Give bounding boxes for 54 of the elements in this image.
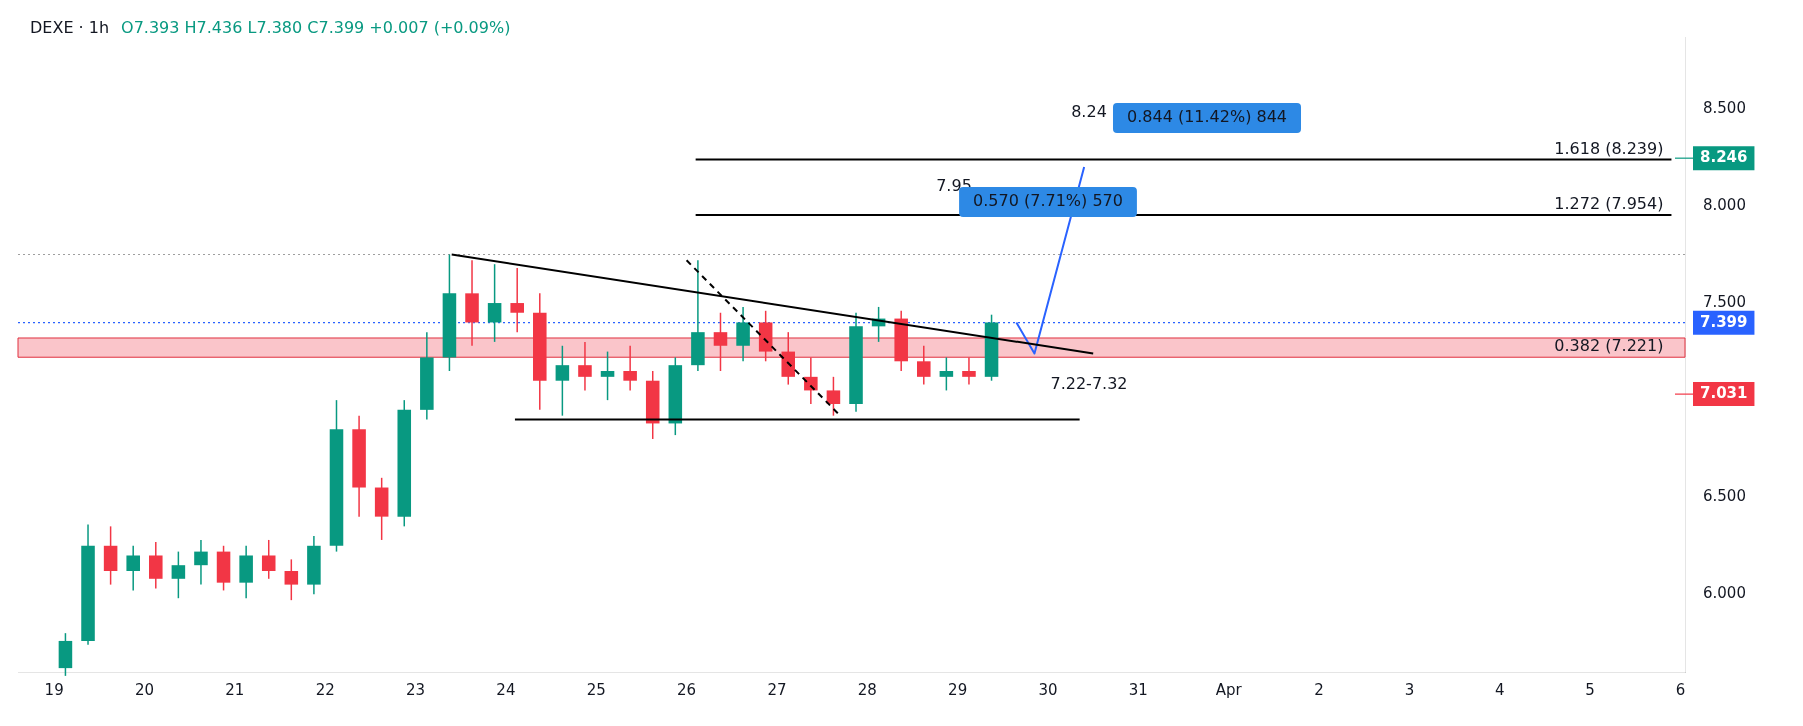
x-tick-label: 20: [134, 680, 155, 699]
x-tick-label: 28: [857, 680, 877, 699]
candlestick: [510, 267, 524, 333]
candlestick: [826, 376, 841, 417]
x-tick-label: 25: [586, 680, 606, 699]
annotation: 8.24: [1071, 102, 1107, 122]
candlestick: [284, 558, 299, 601]
x-tick-label: 2: [1314, 680, 1324, 699]
x-tick-label: 23: [406, 680, 426, 699]
candlestick: [555, 345, 570, 417]
annotation: 0.570 (7.71%) 570: [973, 191, 1123, 211]
candlestick: [194, 539, 208, 586]
x-tick-label: 22: [315, 680, 335, 699]
x-tick-label: 3: [1404, 680, 1415, 699]
candlestick: [487, 263, 502, 343]
y-tick-label: 7.500: [1703, 292, 1746, 311]
candlestick: [713, 312, 728, 372]
y-tick-label: 8.500: [1703, 98, 1746, 117]
x-tick-label: 4: [1495, 680, 1505, 699]
candlestick: [261, 539, 276, 580]
candlestick: [126, 545, 140, 592]
x-tick-label: 26: [677, 680, 697, 699]
chart-title: DEXE · 1h: [30, 18, 110, 37]
annotation: 0.844 (11.42%) 844: [1126, 107, 1288, 127]
annotation: 7.22-7.32: [1050, 374, 1128, 394]
y-tick-label: 8.000: [1703, 195, 1746, 214]
x-tick-label: 5: [1585, 680, 1595, 699]
y-tick-label: 6.000: [1703, 584, 1746, 603]
x-tick-label: Apr: [1215, 680, 1243, 699]
ref-line-label: 7.031: [1700, 384, 1748, 403]
candlestick: [917, 345, 931, 386]
candlestick: [149, 541, 163, 590]
candlestick: [962, 356, 976, 386]
y-tick-label: 6.500: [1703, 487, 1746, 506]
annotation: 0.382 (7.221): [1554, 336, 1664, 356]
x-tick-label: 29: [948, 680, 968, 699]
x-tick-label: 24: [496, 680, 516, 699]
chart-subtitle: O7.393 H7.436 L7.380 C7.399 +0.007 (+0.09%): [121, 18, 511, 37]
candlestick: [736, 306, 750, 363]
x-tick-label: 30: [1038, 680, 1058, 699]
ref-line-label: 8.246: [1700, 148, 1748, 167]
candlestick: [578, 341, 592, 392]
x-tick-label: 6: [1675, 680, 1686, 699]
annotation: 1.272 (7.954): [1554, 194, 1664, 214]
candlestick: [600, 350, 615, 401]
x-tick-label: 27: [767, 680, 787, 699]
candlestick: [939, 356, 954, 392]
x-tick-label: 21: [225, 680, 245, 699]
x-tick-label: 19: [44, 680, 64, 699]
ref-line-label: 7.399: [1700, 312, 1748, 331]
x-tick-label: 31: [1128, 680, 1148, 699]
candlestick: [171, 550, 186, 599]
candlestick: [623, 345, 637, 392]
annotation: 1.618 (8.239): [1554, 138, 1664, 158]
